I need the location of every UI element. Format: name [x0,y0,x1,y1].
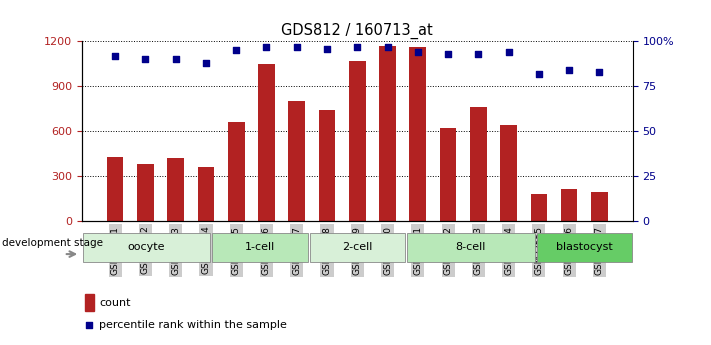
Point [412,49,424,55]
Text: 2-cell: 2-cell [342,242,373,252]
Point [140,57,151,62]
Bar [440,128,456,221]
Bar [228,122,245,221]
Bar [561,189,577,221]
Bar [198,167,214,221]
Point [109,53,121,59]
Point [382,44,393,50]
Point [84,322,95,327]
Text: blastocyst: blastocyst [556,242,613,252]
Bar [591,192,608,221]
Point [533,71,545,77]
Text: 1-cell: 1-cell [245,242,275,252]
Point [170,57,181,62]
Point [594,69,605,75]
Bar [379,46,396,221]
Text: oocyte: oocyte [128,242,166,252]
Point [563,67,574,73]
Bar [470,107,486,221]
FancyBboxPatch shape [82,233,210,262]
Point [503,49,514,55]
Bar [167,158,184,221]
Point [442,51,454,57]
Text: 8-cell: 8-cell [456,242,486,252]
Bar [501,125,517,221]
Point [352,44,363,50]
Bar [107,157,124,221]
Point [230,48,242,53]
FancyBboxPatch shape [537,233,632,262]
FancyBboxPatch shape [309,233,405,262]
Point [321,46,333,51]
FancyBboxPatch shape [407,233,535,262]
Text: development stage: development stage [1,238,102,248]
Point [473,51,484,57]
Bar [319,110,336,221]
Point [291,44,302,50]
Bar [85,294,95,311]
Bar [289,101,305,221]
Text: count: count [100,298,131,308]
FancyBboxPatch shape [213,233,308,262]
Bar [258,64,274,221]
Point [261,44,272,50]
Bar [349,61,365,221]
Bar [137,164,154,221]
Title: GDS812 / 160713_at: GDS812 / 160713_at [282,22,433,39]
Bar [530,194,547,221]
Bar [410,47,426,221]
Point [201,60,212,66]
Text: percentile rank within the sample: percentile rank within the sample [100,320,287,330]
